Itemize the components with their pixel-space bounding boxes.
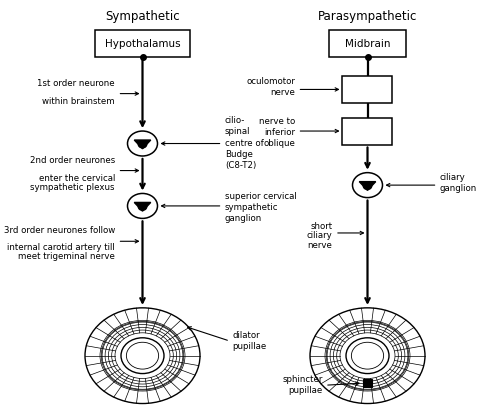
Bar (342, 76, 392, 103)
Polygon shape (134, 140, 151, 149)
Text: spinal: spinal (225, 127, 250, 136)
Text: centre of: centre of (225, 139, 264, 148)
Text: internal carotid artery till: internal carotid artery till (7, 243, 115, 253)
Text: superior cervical: superior cervical (225, 192, 297, 201)
Circle shape (126, 342, 158, 369)
Text: nerve to: nerve to (259, 117, 295, 126)
Circle shape (85, 308, 200, 404)
Circle shape (128, 193, 158, 218)
Text: Midbrain: Midbrain (345, 39, 390, 49)
Text: within brainstem: within brainstem (42, 97, 115, 106)
Text: inferior: inferior (264, 128, 295, 137)
Text: (C8-T2): (C8-T2) (225, 161, 256, 171)
Text: Sympathetic: Sympathetic (105, 10, 180, 23)
Text: Parasympathetic: Parasympathetic (318, 10, 417, 23)
Bar (329, 30, 406, 57)
Text: oblique: oblique (263, 139, 295, 148)
Text: ciliary: ciliary (307, 231, 332, 240)
Text: 2nd order neurones: 2nd order neurones (30, 156, 115, 165)
Text: short: short (310, 222, 332, 231)
Text: ganglion: ganglion (225, 214, 262, 223)
Bar (95, 30, 190, 57)
Circle shape (138, 141, 146, 148)
Text: oculomotor: oculomotor (246, 77, 295, 87)
Bar (342, 117, 392, 144)
Text: nerve: nerve (308, 240, 332, 250)
Circle shape (352, 173, 382, 198)
Circle shape (138, 203, 146, 210)
Text: dilator: dilator (232, 331, 260, 340)
Text: sympathetic: sympathetic (225, 203, 278, 212)
Text: sympathetic plexus: sympathetic plexus (30, 183, 115, 192)
Polygon shape (359, 182, 376, 191)
Text: 3rd order neurones follow: 3rd order neurones follow (4, 226, 115, 235)
Circle shape (128, 131, 158, 156)
Circle shape (364, 183, 372, 190)
Text: cilio-: cilio- (225, 116, 246, 125)
Text: enter the cervical: enter the cervical (38, 174, 115, 183)
Polygon shape (134, 203, 151, 211)
Text: sphincter: sphincter (282, 375, 323, 384)
Text: 1st order neurone: 1st order neurone (38, 79, 115, 88)
Text: pupillae: pupillae (288, 386, 322, 395)
Circle shape (352, 342, 384, 369)
Bar (363, 379, 372, 387)
Circle shape (346, 338, 389, 374)
Text: ganglion: ganglion (440, 184, 477, 193)
Text: Hypothalamus: Hypothalamus (104, 39, 180, 49)
Text: ciliary: ciliary (440, 173, 466, 182)
Text: meet trigeminal nerve: meet trigeminal nerve (18, 252, 115, 261)
Circle shape (310, 308, 425, 404)
Text: nerve: nerve (270, 88, 295, 97)
Text: Budge: Budge (225, 150, 253, 159)
Circle shape (121, 338, 164, 374)
Text: pupillae: pupillae (232, 342, 267, 351)
